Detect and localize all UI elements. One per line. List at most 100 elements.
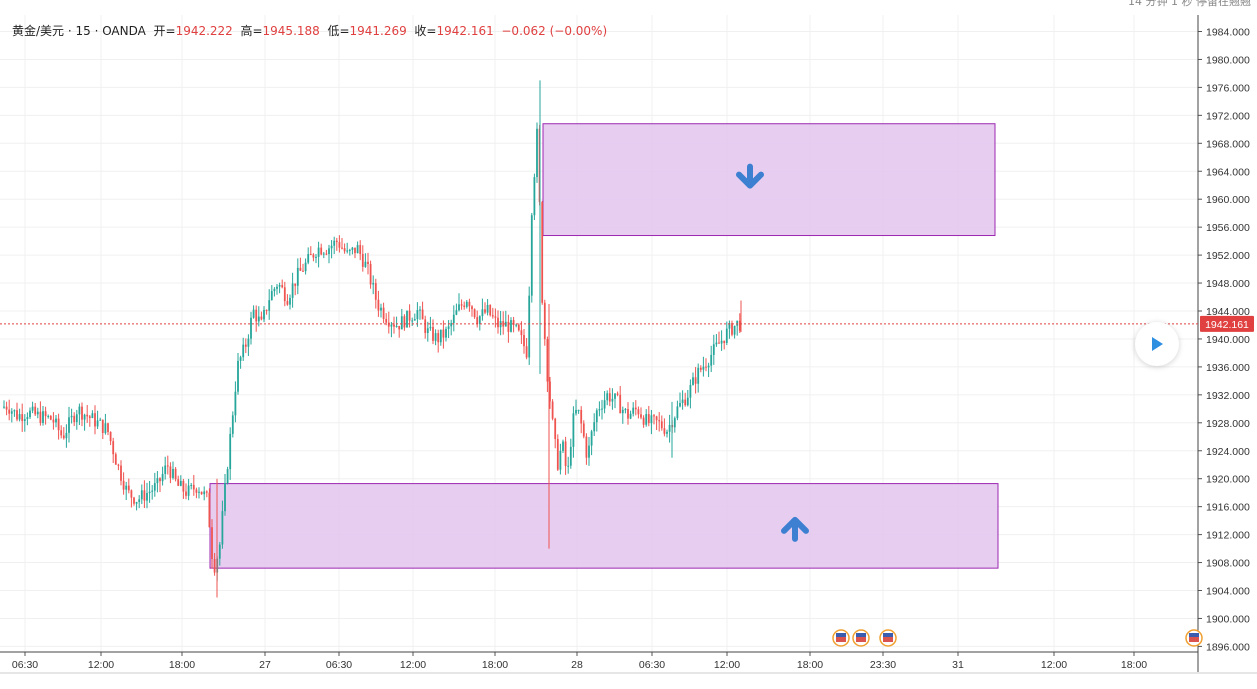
economic-event-icon[interactable] xyxy=(852,629,870,647)
candle-body xyxy=(439,329,442,343)
candle-body xyxy=(569,446,572,466)
price-tick-label: 1940.000 xyxy=(1206,334,1250,346)
candle-body xyxy=(705,366,707,368)
economic-event-icon[interactable] xyxy=(1185,629,1203,647)
flag-stripes xyxy=(836,637,846,642)
candle-body xyxy=(156,478,159,484)
candle-body xyxy=(307,254,310,263)
candle-body xyxy=(455,310,458,315)
candle-body xyxy=(250,317,252,339)
scroll-to-realtime-button[interactable] xyxy=(1135,322,1179,366)
candle-body xyxy=(707,365,710,368)
economic-event-icon[interactable] xyxy=(832,629,850,647)
candle-body xyxy=(348,249,351,251)
candle-body xyxy=(143,490,146,501)
symbol-label[interactable]: 黄金/美元 · 15 · OANDA xyxy=(12,24,146,38)
candle-body xyxy=(146,492,148,501)
candle-body xyxy=(400,316,403,330)
candle-body xyxy=(564,441,567,466)
candle-body xyxy=(541,202,544,303)
candle-body xyxy=(679,402,681,407)
candle-body xyxy=(5,406,8,410)
candle-body xyxy=(361,254,364,267)
time-tick-label: 06:30 xyxy=(326,659,352,671)
candle-body xyxy=(328,248,330,255)
arrow-up-icon xyxy=(781,516,809,542)
candle-body xyxy=(382,307,385,319)
candle-body xyxy=(278,285,281,287)
candle-body xyxy=(629,413,632,419)
candle-body xyxy=(421,309,424,320)
candle-body xyxy=(468,301,471,307)
open-value: 1942.222 xyxy=(175,24,233,38)
candle-body xyxy=(562,441,564,451)
candle-body xyxy=(676,406,679,419)
candle-body xyxy=(107,423,109,432)
time-tick-label: 28 xyxy=(571,659,583,671)
candle-body xyxy=(29,410,31,418)
economic-event-icon[interactable] xyxy=(879,629,897,647)
candle-body xyxy=(694,377,697,384)
price-tick-label: 1980.000 xyxy=(1206,54,1250,66)
candle-body xyxy=(434,333,437,341)
price-tick-label: 1964.000 xyxy=(1206,166,1250,178)
candle-body xyxy=(738,320,741,331)
candle-body xyxy=(10,411,13,414)
candle-body xyxy=(23,419,26,422)
candle-body xyxy=(684,399,687,406)
candle-body xyxy=(42,411,44,423)
candle-body xyxy=(650,415,653,424)
candle-body xyxy=(458,304,460,311)
candle-body xyxy=(208,492,211,528)
candle-body xyxy=(133,497,135,504)
price-tick-label: 1944.000 xyxy=(1206,306,1250,318)
candle-body xyxy=(668,424,671,432)
candle-body xyxy=(484,309,486,313)
flag-canton xyxy=(1189,633,1199,637)
price-tick-label: 1896.000 xyxy=(1206,641,1250,653)
candle-body xyxy=(723,340,726,343)
candle-body xyxy=(55,418,57,423)
candle-body xyxy=(151,490,154,492)
candle-body xyxy=(559,450,562,470)
price-axis: 1984.000 1980.000 1976.000 1972.000 1968.000… xyxy=(0,15,1254,672)
candle-body xyxy=(159,478,161,482)
countdown-note: 14 分钟 1 秒 停留在翘翘 xyxy=(1128,0,1251,8)
candle-body xyxy=(114,454,117,465)
candle-body xyxy=(406,310,408,328)
time-tick-label: 12:00 xyxy=(88,659,114,671)
candle-body xyxy=(429,326,432,329)
candle-body xyxy=(49,415,52,420)
candle-body xyxy=(335,240,338,243)
candle-body xyxy=(354,247,356,254)
price-tick-label: 1928.000 xyxy=(1206,418,1250,430)
price-tick-label: 1948.000 xyxy=(1206,278,1250,290)
candle-body xyxy=(702,366,705,370)
candle-body xyxy=(395,326,398,328)
price-tick-label: 1956.000 xyxy=(1206,222,1250,234)
time-tick-label: 27 xyxy=(259,659,271,671)
candle-body xyxy=(473,309,476,318)
candle-body xyxy=(497,317,499,328)
candle-body xyxy=(315,256,317,258)
candle-body xyxy=(494,316,497,318)
candle-body xyxy=(317,247,320,257)
candle-body xyxy=(686,397,689,406)
candle-body xyxy=(603,400,606,409)
candle-body xyxy=(177,479,180,486)
candle-body xyxy=(510,320,512,332)
candle-body xyxy=(190,484,193,486)
candle-body xyxy=(36,411,39,415)
candle-body xyxy=(692,377,694,385)
price-tick-label: 1924.000 xyxy=(1206,446,1250,458)
candle-body xyxy=(281,285,284,288)
candle-body xyxy=(577,409,580,411)
candle-body xyxy=(268,300,271,311)
candle-body xyxy=(408,310,411,321)
flag-canton xyxy=(856,633,866,637)
candle-body xyxy=(140,490,143,500)
candle-body xyxy=(588,445,590,458)
candle-body xyxy=(203,491,206,495)
candle-body xyxy=(554,418,557,440)
